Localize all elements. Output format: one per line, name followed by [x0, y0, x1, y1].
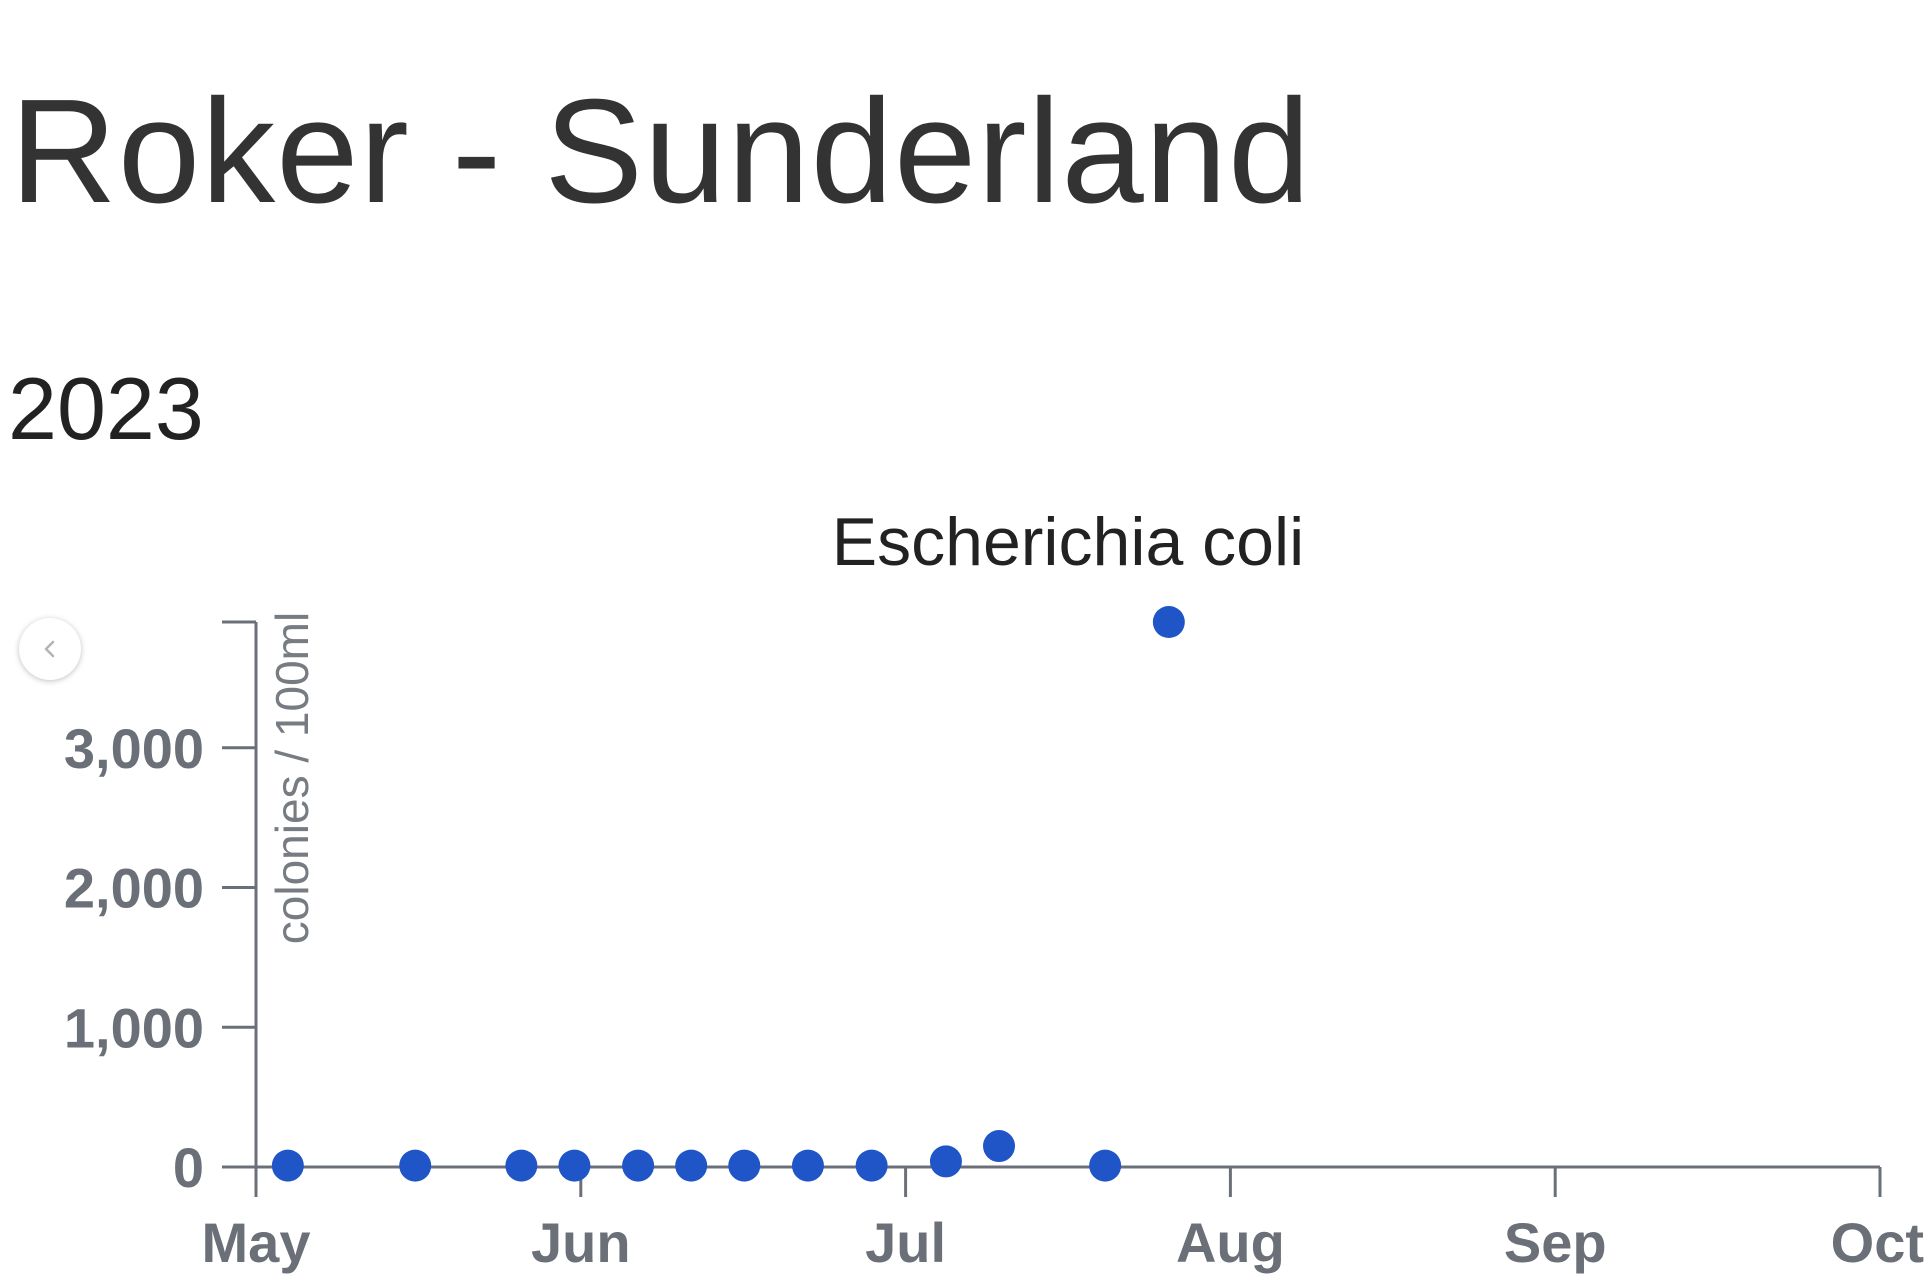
data-point: [271, 1149, 304, 1182]
data-point: [791, 1149, 824, 1182]
chevron-left-icon: [44, 640, 55, 658]
x-tick-label: Jun: [531, 1211, 631, 1274]
x-tick-label: Jul: [865, 1211, 946, 1274]
data-point: [855, 1149, 888, 1182]
data-point: [1152, 606, 1185, 638]
data-point: [983, 1130, 1016, 1163]
data-point: [675, 1149, 708, 1182]
page-year: 2023: [8, 359, 204, 458]
data-points: [271, 606, 1185, 1182]
data-point: [929, 1145, 962, 1178]
chart-title: Escherichia coli: [832, 504, 1304, 580]
y-tick-label: 0: [173, 1136, 204, 1199]
y-tick-label: 3,000: [64, 717, 204, 780]
page-title: Roker - Sunderland: [10, 69, 1312, 234]
x-tick-label: May: [202, 1211, 311, 1274]
data-point: [728, 1149, 761, 1182]
data-point: [1089, 1149, 1122, 1182]
data-point: [505, 1149, 538, 1182]
axes: 0 1,000 2,000 3,000 May Jun Jul Aug Sep Oct: [64, 620, 1924, 1274]
x-tick-label: Sep: [1504, 1211, 1607, 1274]
y-tick-label: 2,000: [64, 857, 204, 920]
data-point: [558, 1149, 591, 1182]
x-tick-label: Oct: [1831, 1211, 1924, 1274]
y-axis-title: colonies / 100ml: [266, 612, 318, 944]
x-tick-label: Aug: [1176, 1211, 1285, 1274]
data-point: [622, 1149, 655, 1182]
previous-button[interactable]: [19, 618, 81, 680]
y-tick-label: 1,000: [64, 996, 204, 1059]
data-point: [399, 1149, 432, 1182]
